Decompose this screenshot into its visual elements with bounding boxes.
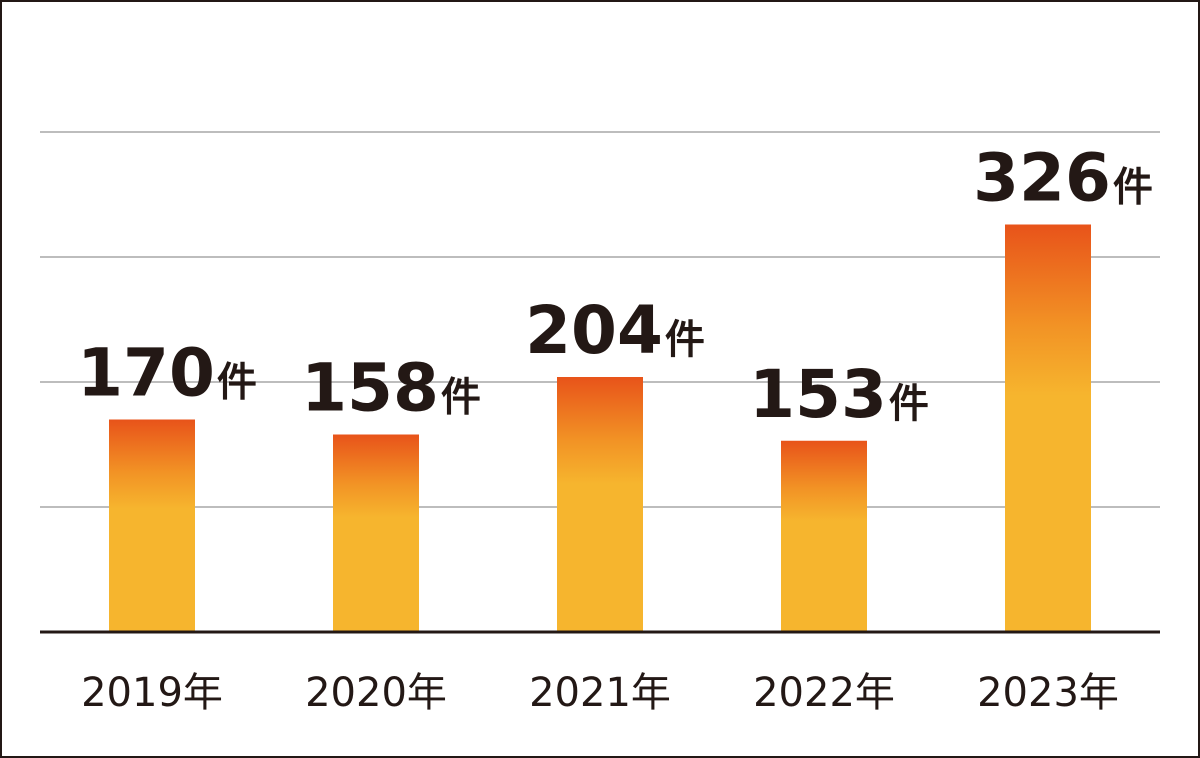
x-tick-2022年: 2022年 (753, 670, 895, 716)
value-label-2023年: 326件 (973, 140, 1153, 217)
value-number: 326 (973, 140, 1111, 217)
value-label-2021年: 204件 (525, 292, 705, 369)
x-tick-2023年: 2023年 (977, 670, 1119, 716)
x-tick-2021年: 2021年 (529, 670, 671, 716)
bar-2020年 (333, 434, 419, 632)
value-unit: 件 (665, 317, 705, 363)
bar-2022年 (781, 440, 867, 632)
x-tick-labels: 2019年 2020年 2021年 2022年 2023年 (81, 670, 1119, 716)
value-label-2022年: 153件 (749, 356, 929, 433)
value-number: 153 (749, 356, 887, 433)
value-label-2019年: 170件 (77, 335, 257, 412)
value-unit: 件 (889, 381, 929, 427)
bar-2023年 (1005, 224, 1091, 632)
value-unit: 件 (441, 375, 481, 421)
x-tick-2019年: 2019年 (81, 670, 223, 716)
x-tick-2020年: 2020年 (305, 670, 447, 716)
value-number: 158 (301, 350, 439, 427)
bar-2019年 (109, 419, 195, 632)
value-number: 204 (525, 292, 663, 369)
value-number: 170 (77, 335, 215, 412)
bar-2021年 (557, 377, 643, 632)
bars (109, 224, 1091, 632)
value-label-2020年: 158件 (301, 350, 481, 427)
value-unit: 件 (217, 360, 257, 406)
value-unit: 件 (1113, 165, 1153, 211)
